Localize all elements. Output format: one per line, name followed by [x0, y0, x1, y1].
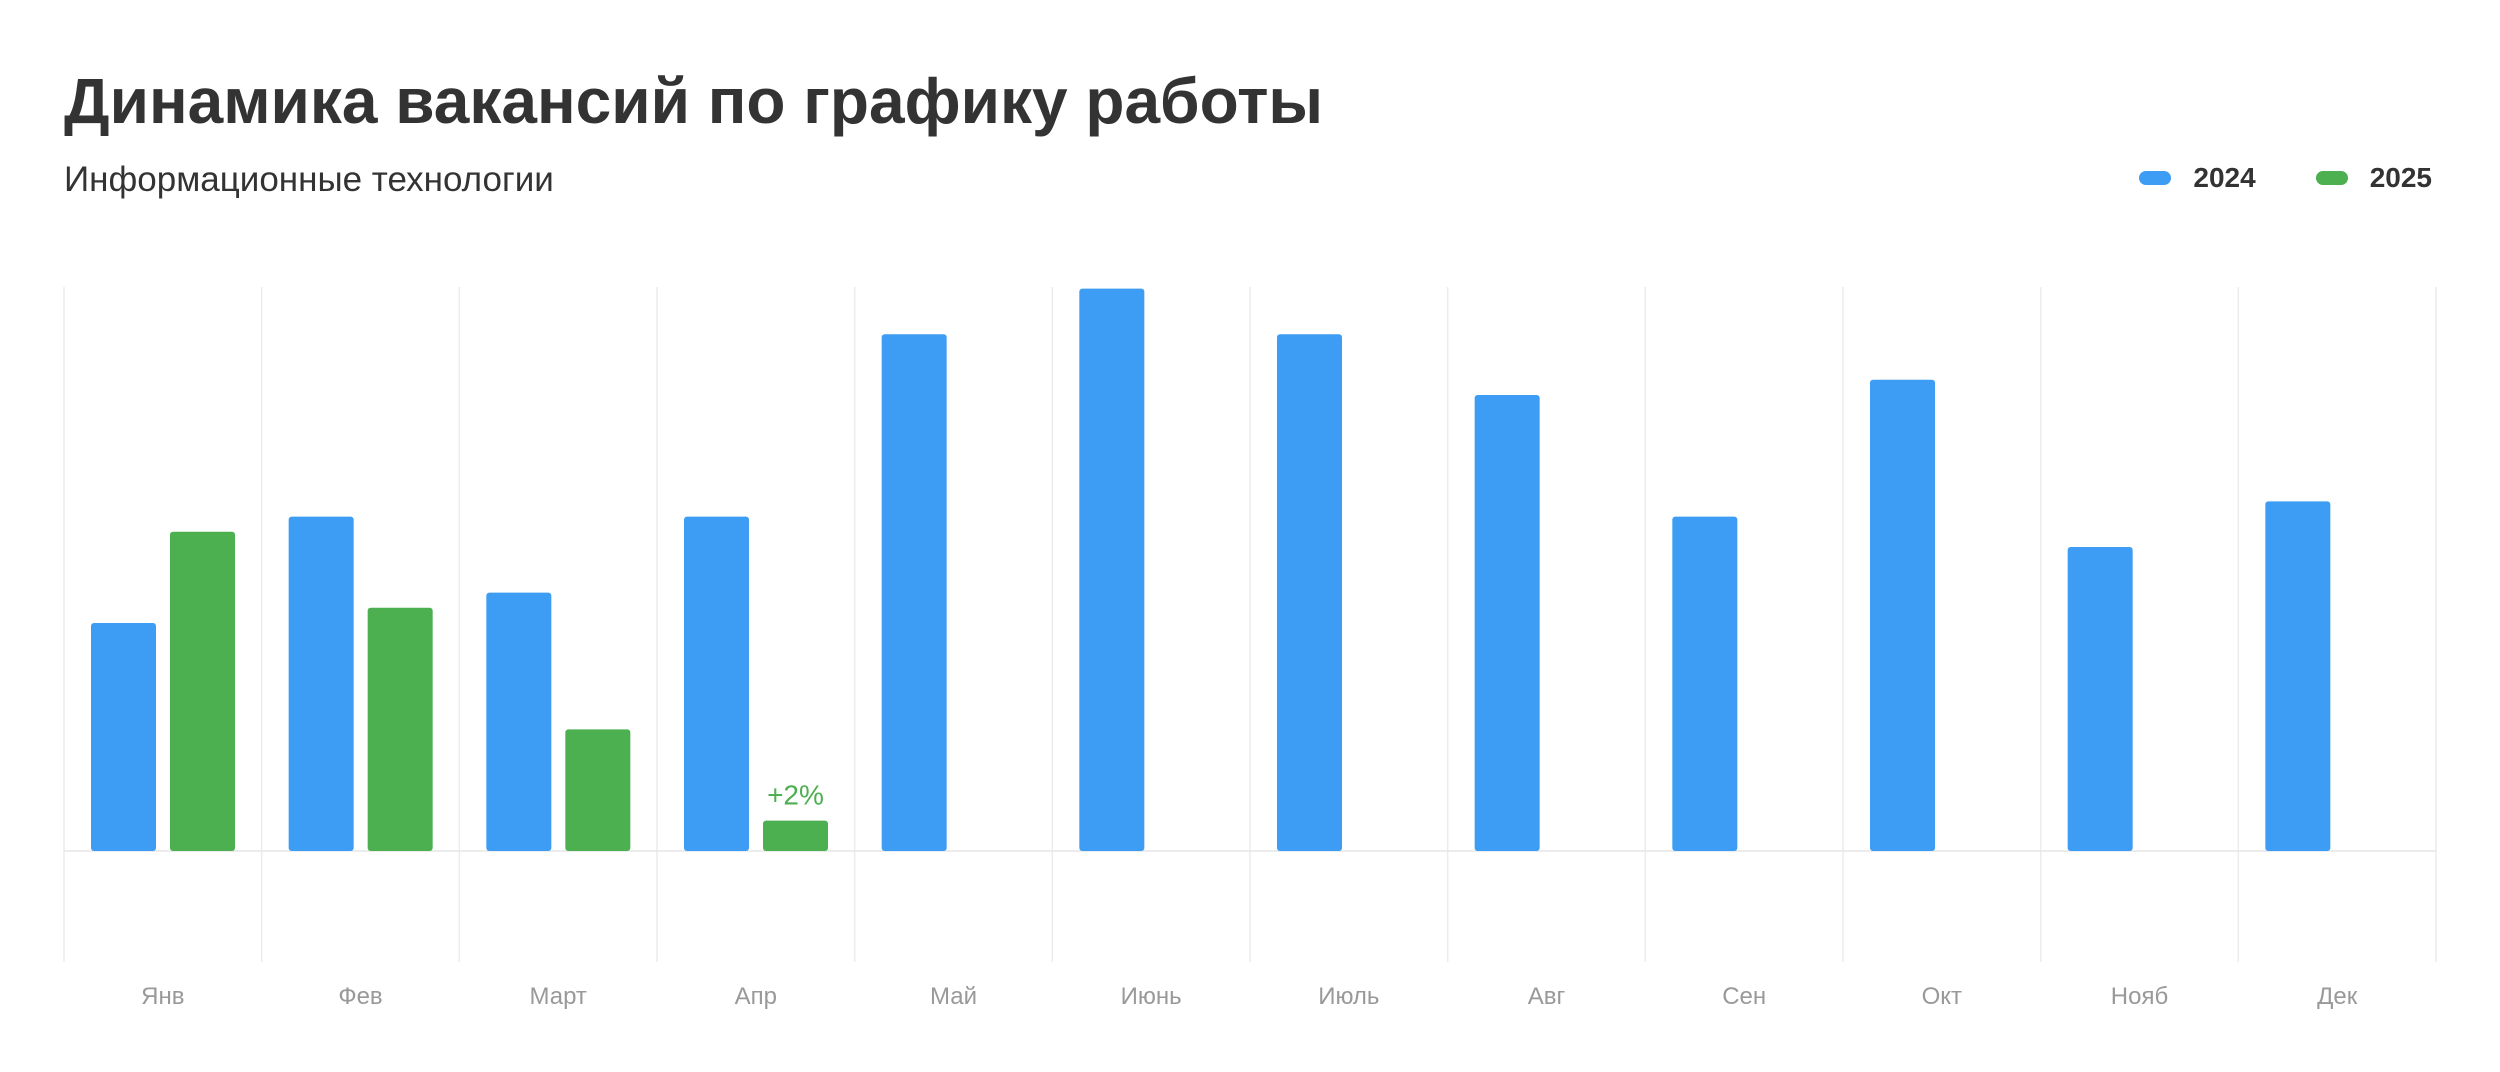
bar-2024-Май[interactable] [881, 334, 947, 851]
x-tick-label-Май: Май [930, 983, 977, 1010]
chart-title: Динамика вакансий по графику работы [64, 65, 1324, 137]
x-tick-label-Июнь: Июнь [1121, 983, 1182, 1010]
x-tick-label-Фев: Фев [338, 983, 382, 1010]
legend-item-2024[interactable]: 2024 [2139, 162, 2256, 194]
legend-swatch-2024 [2139, 171, 2172, 185]
bar-2025-Фев[interactable] [367, 607, 433, 851]
bar-2025-Апр[interactable] [763, 820, 828, 851]
bar-2024-Июль[interactable] [1277, 334, 1342, 851]
bar-2024-Март[interactable] [486, 592, 552, 851]
chart-subtitle: Информационные технологии [64, 160, 554, 199]
legend-item-2025[interactable]: 2025 [2315, 162, 2432, 194]
x-tick-label-Апр: Апр [735, 983, 777, 1010]
bar-2025-Март[interactable] [565, 729, 631, 851]
x-tick-label-Июль: Июль [1318, 983, 1379, 1010]
bar-2024-Фев[interactable] [288, 516, 354, 851]
bar-2024-Янв[interactable] [91, 623, 156, 851]
bar-2024-Апр[interactable] [684, 516, 749, 851]
bar-2024-Авг[interactable] [1474, 395, 1540, 851]
x-tick-label-Авг: Авг [1528, 983, 1566, 1010]
x-tick-label-Окт: Окт [1922, 983, 1962, 1010]
legend-swatch-2025 [2315, 171, 2348, 185]
data-label-2025-Апр: +2% [767, 780, 824, 811]
bar-2024-Нояб[interactable] [2067, 547, 2133, 851]
bar-2024-Дек[interactable] [2265, 501, 2331, 851]
x-tick-label-Дек: Дек [2317, 983, 2358, 1010]
x-tick-label-Март: Март [529, 983, 586, 1010]
bar-2024-Окт[interactable] [1870, 379, 1935, 851]
legend: 2024 2025 [2139, 162, 2432, 194]
bar-2025-Янв[interactable] [170, 531, 235, 851]
x-tick-label-Янв: Янв [141, 983, 184, 1010]
x-tick-label-Сен: Сен [1722, 983, 1766, 1010]
x-tick-label-Нояб: Нояб [2111, 983, 2168, 1010]
legend-label-2025: 2025 [2369, 162, 2432, 193]
bar-2024-Июнь[interactable] [1079, 288, 1145, 852]
legend-label-2024: 2024 [2193, 162, 2256, 193]
bar-2024-Сен[interactable] [1672, 516, 1738, 851]
